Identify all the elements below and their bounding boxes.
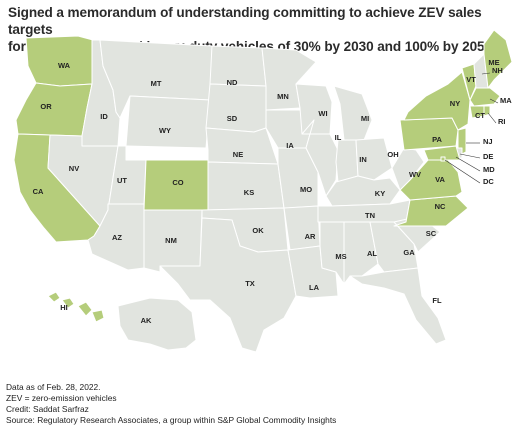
state-label-nh: NH bbox=[492, 66, 503, 75]
state-label-or: OR bbox=[40, 102, 52, 111]
state-mi bbox=[333, 85, 373, 141]
state-label-oh: OH bbox=[387, 150, 398, 159]
state-labels: WA OR CA ID NV MT WY UT AZ CO NM ND SD NE KS OK TX MN IA MO… bbox=[33, 58, 513, 325]
state-label-ar: AR bbox=[305, 232, 316, 241]
state-pa bbox=[399, 117, 459, 151]
state-label-vt: VT bbox=[466, 75, 476, 84]
state-ny bbox=[403, 71, 471, 131]
state-ar bbox=[283, 205, 321, 251]
state-label-fl: FL bbox=[432, 296, 442, 305]
state-label-ne: NE bbox=[233, 150, 243, 159]
state-oh bbox=[355, 137, 393, 181]
state-label-tn: TN bbox=[365, 211, 375, 220]
state-label-ma: MA bbox=[500, 96, 512, 105]
state-ma bbox=[469, 87, 501, 107]
state-label-ga: GA bbox=[403, 248, 415, 257]
footer-abbreviation: ZEV = zero-emission vehicles bbox=[6, 393, 117, 403]
state-label-in: IN bbox=[359, 155, 367, 164]
state-wy bbox=[125, 95, 211, 149]
state-hi bbox=[47, 291, 105, 323]
state-label-ut: UT bbox=[117, 176, 127, 185]
state-label-ri: RI bbox=[498, 117, 506, 126]
state-label-nj: NJ bbox=[483, 137, 493, 146]
leader-line-ri bbox=[487, 112, 497, 124]
state-or bbox=[15, 82, 93, 137]
state-label-ct: CT bbox=[475, 111, 485, 120]
state-label-sc: SC bbox=[426, 229, 437, 238]
state-label-hi: HI bbox=[60, 303, 68, 312]
state-va bbox=[399, 159, 463, 201]
state-dc bbox=[440, 156, 446, 162]
state-label-wi: WI bbox=[318, 109, 327, 118]
state-label-mn: MN bbox=[277, 92, 289, 101]
state-label-ok: OK bbox=[252, 226, 264, 235]
state-label-ca: CA bbox=[33, 187, 44, 196]
state-ak bbox=[117, 297, 197, 351]
state-label-la: LA bbox=[309, 283, 320, 292]
state-fl bbox=[349, 267, 447, 345]
state-label-ak: AK bbox=[141, 316, 152, 325]
state-label-ky: KY bbox=[375, 189, 385, 198]
state-label-il: IL bbox=[335, 133, 342, 142]
state-label-wa: WA bbox=[58, 61, 71, 70]
state-label-mo: MO bbox=[300, 185, 312, 194]
state-label-wv: WV bbox=[409, 170, 421, 179]
state-label-md: MD bbox=[483, 165, 495, 174]
state-nd bbox=[209, 45, 267, 87]
state-label-mi: MI bbox=[361, 114, 369, 123]
state-sd bbox=[205, 83, 267, 133]
leader-line-de bbox=[459, 153, 481, 159]
state-ky bbox=[325, 175, 401, 207]
state-label-az: AZ bbox=[112, 233, 122, 242]
state-label-wy: WY bbox=[159, 126, 171, 135]
state-me bbox=[483, 29, 513, 89]
footer-credit: Credit: Saddat Sarfraz bbox=[6, 404, 89, 414]
state-label-al: AL bbox=[367, 249, 377, 258]
leader-line-dc bbox=[444, 159, 481, 184]
state-label-nv: NV bbox=[69, 164, 79, 173]
state-label-sd: SD bbox=[227, 114, 238, 123]
state-label-co: CO bbox=[172, 178, 183, 187]
leader-line-nh bbox=[481, 72, 491, 75]
state-label-pa: PA bbox=[432, 135, 442, 144]
state-label-ms: MS bbox=[335, 252, 346, 261]
state-label-de: DE bbox=[483, 152, 493, 161]
state-shapes bbox=[13, 29, 513, 353]
footer-notes: Data as of Feb. 28, 2022. ZEV = zero-emi… bbox=[6, 382, 521, 426]
state-tx bbox=[159, 217, 297, 353]
state-label-me: ME bbox=[488, 58, 499, 67]
leader-line-ma bbox=[489, 98, 499, 104]
state-md bbox=[423, 145, 461, 161]
state-label-ny: NY bbox=[450, 99, 460, 108]
state-label-nd: ND bbox=[227, 78, 238, 87]
leader-lines bbox=[444, 72, 499, 184]
leader-line-md bbox=[455, 156, 481, 172]
state-label-nc: NC bbox=[435, 202, 446, 211]
state-label-ks: KS bbox=[244, 188, 254, 197]
state-label-dc: DC bbox=[483, 177, 494, 186]
state-label-tx: TX bbox=[245, 279, 255, 288]
state-ks bbox=[207, 161, 285, 211]
state-label-mt: MT bbox=[151, 79, 162, 88]
footer-date: Data as of Feb. 28, 2022. bbox=[6, 382, 101, 392]
footer-source: Source: Regulatory Research Associates, … bbox=[6, 415, 337, 425]
state-in bbox=[335, 139, 359, 183]
title-line-1: Signed a memorandum of understanding com… bbox=[8, 5, 482, 37]
state-label-id: ID bbox=[100, 112, 108, 121]
state-label-va: VA bbox=[435, 175, 445, 184]
state-label-nm: NM bbox=[165, 236, 177, 245]
state-label-ia: IA bbox=[286, 141, 294, 150]
